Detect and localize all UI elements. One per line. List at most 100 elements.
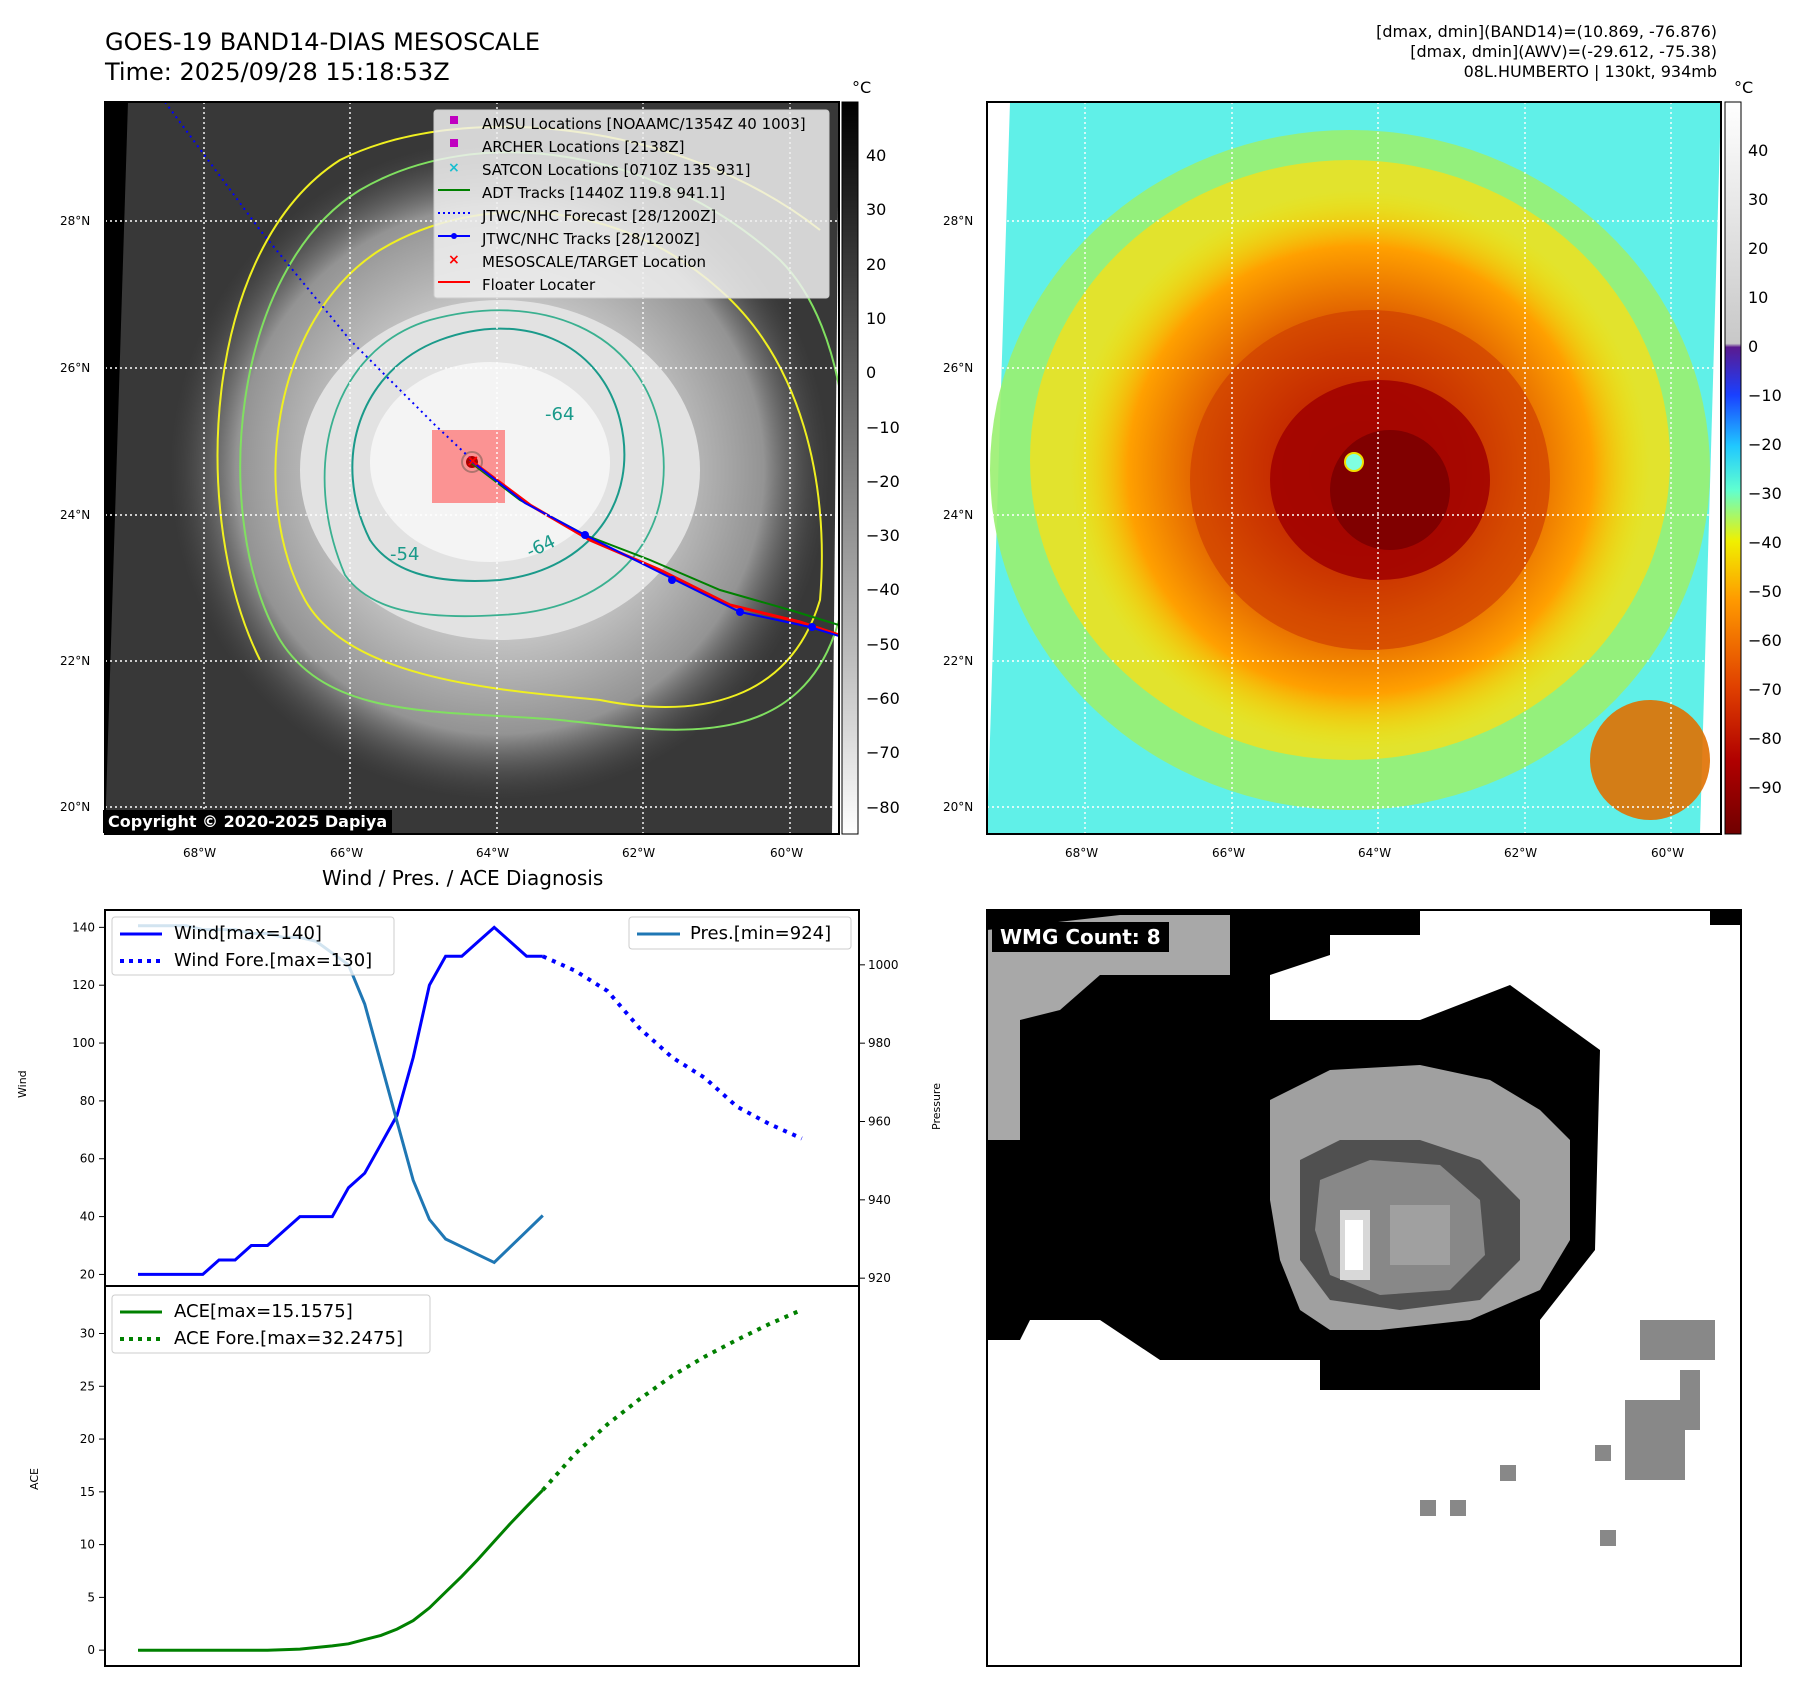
figure-title: GOES-19 BAND14-DIAS MESOSCALE: [105, 28, 541, 56]
ace-series-0: [138, 1489, 544, 1652]
y-tick-label: 60: [80, 1152, 95, 1166]
contour-label: -54: [390, 544, 419, 565]
y-tick-label: 920: [868, 1271, 891, 1285]
ace-series-1: [541, 1307, 803, 1492]
lat-label: 20°N: [60, 800, 91, 814]
colorbar-tick-label: −40: [866, 580, 900, 600]
storm-info: 08L.HUMBERTO | 130kt, 934mb: [1463, 62, 1717, 81]
y-tick-label: 40: [80, 1210, 95, 1224]
colorbar-tick-label: −70: [1748, 680, 1782, 699]
wind-series-0: [138, 925, 543, 1276]
target-marker: ×: [466, 451, 479, 470]
colorbar-tick-label: −10: [1748, 386, 1782, 405]
y-tick-label: 1000: [868, 958, 899, 972]
colorbar-tick-label: −80: [866, 797, 900, 817]
y-tick-label: 5: [87, 1590, 95, 1604]
y-tick-label: 960: [868, 1115, 891, 1129]
lat-label: 26°N: [943, 361, 974, 375]
lon-label: 66°W: [1212, 846, 1246, 860]
satellite-color-panel: [986, 101, 1722, 835]
legend-wind-forecast: Wind Fore.[max=130]: [174, 950, 373, 971]
colorbar-tick-label: −20: [866, 471, 900, 491]
pressure-legend: [628, 916, 852, 950]
y-tick-label: 80: [80, 1094, 95, 1108]
legend-satcon: SATCON Locations [0710Z 135 931]: [482, 161, 751, 179]
legend-pressure: Pres.[min=924]: [690, 923, 832, 944]
colorbar-tick-label: −10: [866, 417, 900, 437]
lat-label: 22°N: [943, 654, 974, 668]
lon-label: 62°W: [622, 846, 656, 860]
lat-label: 22°N: [60, 654, 91, 668]
wind-legend: [111, 916, 395, 976]
copyright-label: Copyright © 2020-2025 Dapiya: [103, 810, 393, 833]
lon-label: 62°W: [1504, 846, 1538, 860]
legend-labels: AMSU Locations [NOAAMC/1354Z 40 1003] AR…: [482, 113, 806, 297]
pressure-axis-label: Pressure: [930, 1083, 943, 1130]
y-tick-label: 20: [80, 1432, 95, 1446]
colorbar-tick-label: 10: [1748, 288, 1769, 307]
colorbar-tick-label: −40: [1748, 533, 1782, 552]
y-tick-label: 30: [80, 1327, 95, 1341]
legend-amsu: AMSU Locations [NOAAMC/1354Z 40 1003]: [482, 115, 806, 133]
colorbar-tick-label: −20: [1748, 435, 1782, 454]
colorbar-tick-label: −70: [866, 743, 900, 763]
lat-label: 20°N: [943, 800, 974, 814]
colorbar-tick-label: −60: [1748, 631, 1782, 650]
lon-label: 64°W: [476, 846, 510, 860]
lat-label: 28°N: [943, 214, 974, 228]
colorbar-unit: °C: [852, 78, 872, 97]
wmg-panel: [986, 909, 1742, 1667]
colorbar-tick-label: −30: [866, 526, 900, 546]
svg-text:×: ×: [448, 160, 460, 176]
y-tick-label: 980: [868, 1036, 891, 1050]
y-tick-label: 140: [72, 920, 95, 934]
legend-forecast: JTWC/NHC Forecast [28/1200Z]: [482, 207, 717, 225]
y-tick-label: 100: [72, 1036, 95, 1050]
colorbar-tick-label: 30: [1748, 190, 1769, 209]
colorbar-tick-label: 0: [866, 363, 877, 383]
y-tick-label: 20: [80, 1267, 95, 1281]
colorbar-tick-label: 10: [866, 308, 887, 328]
forecast-track-line: [164, 102, 471, 459]
y-tick-label: 0: [87, 1643, 95, 1657]
ace-axis-label: ACE: [28, 1468, 41, 1490]
y-tick-label: 120: [72, 978, 95, 992]
colorbar-tick-label: −50: [866, 634, 900, 654]
awv-dmax-dmin: [dmax, dmin](AWV)=(-29.612, -75.38): [1410, 42, 1717, 61]
wind-axis-label: Wind: [16, 1070, 29, 1098]
colorbar-tick-label: 20: [866, 254, 887, 274]
colorbar-left: [841, 101, 859, 835]
legend-adt: ADT Tracks [1440Z 119.8 941.1]: [482, 184, 726, 202]
colorbar-tick-label: −90: [1748, 778, 1782, 797]
legend-tracks: JTWC/NHC Tracks [28/1200Z]: [482, 230, 700, 248]
y-tick-label: 940: [868, 1193, 891, 1207]
lat-label: 28°N: [60, 214, 91, 228]
wmg-count-badge: WMG Count: 8: [992, 922, 1169, 952]
legend-ace: ACE[max=15.1575]: [174, 1301, 353, 1322]
lat-label: 26°N: [60, 361, 91, 375]
map-grid: [987, 102, 1721, 834]
colorbar-tick-label: 0: [1748, 337, 1759, 356]
colorbar-unit: °C: [1734, 78, 1754, 97]
track-legend: × ×: [433, 109, 830, 299]
lat-label: 24°N: [60, 508, 91, 522]
lon-label: 68°W: [183, 846, 217, 860]
lon-label: 64°W: [1358, 846, 1392, 860]
svg-text:×: ×: [448, 252, 460, 268]
diagnosis-title: Wind / Pres. / ACE Diagnosis: [322, 866, 604, 890]
figure-timestamp: Time: 2025/09/28 15:18:53Z: [105, 58, 450, 86]
colorbar-tick-label: 40: [866, 146, 887, 165]
wind-series-1: [541, 954, 803, 1141]
legend-target: MESOSCALE/TARGET Location: [482, 253, 707, 271]
y-tick-label: 10: [80, 1538, 95, 1552]
colorbar-tick-label: −50: [1748, 582, 1782, 601]
lon-label: 60°W: [770, 846, 804, 860]
y-tick-label: 25: [80, 1379, 95, 1393]
diagnosis-charts: 20 40 60 80 100 120 140 920 940 960 980 1000 0 5 10 15 2…: [72, 909, 899, 1667]
colorbar-right: [1724, 101, 1742, 835]
colorbar-tick-label: −60: [866, 689, 900, 708]
lon-label: 68°W: [1065, 846, 1099, 860]
colorbar-tick-label: 30: [866, 200, 887, 220]
contour-label: -64: [545, 404, 574, 425]
legend-archer: ARCHER Locations [2138Z]: [482, 138, 685, 156]
